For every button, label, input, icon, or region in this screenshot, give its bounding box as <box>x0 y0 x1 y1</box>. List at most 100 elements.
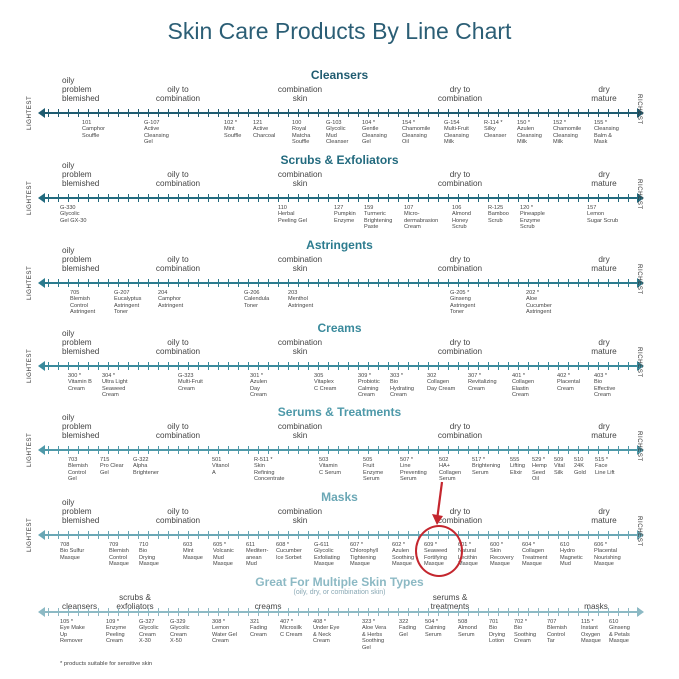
axis-tick <box>258 194 259 202</box>
axis-tick <box>528 446 529 454</box>
product-label: 152 * Chamomile Cleansing Milk <box>553 120 582 146</box>
axis-tick <box>48 279 49 287</box>
axis-tick <box>598 446 599 454</box>
axis-tick <box>508 608 509 616</box>
product-label: G-206 Calendula Toner <box>244 290 270 309</box>
axis-tick <box>318 279 319 287</box>
product-label: 305 Vitaplex C Cream <box>314 373 337 392</box>
axis-tick <box>628 608 629 616</box>
axis-tick <box>278 446 279 454</box>
axis-tick <box>98 362 99 370</box>
footnote: * products suitable for sensitive skin <box>60 661 153 667</box>
product-label: G-330 Glycolic Gel GX-30 <box>60 205 87 224</box>
axis-tick <box>448 446 449 454</box>
product-label: G-107 Active Cleansing Gel <box>144 120 169 146</box>
product-label: 307 * Revitalizing Cream <box>468 373 497 392</box>
axis-tick <box>198 446 199 454</box>
section-title-multi: Great For Multiple Skin Types <box>255 575 424 589</box>
product-label: 703 Blemish Control Gel <box>68 457 88 483</box>
axis-tick <box>468 194 469 202</box>
product-label: 323 * Aloe Vera & Herbs Soothing Gel <box>362 619 387 651</box>
axis-tick <box>198 531 199 539</box>
axis-tick <box>308 109 309 117</box>
axis-tick <box>268 531 269 539</box>
axis-tick <box>398 608 399 616</box>
axis-tick <box>378 109 379 117</box>
axis-tick <box>578 531 579 539</box>
axis-tick <box>368 446 369 454</box>
axis-tick <box>208 279 209 287</box>
axis-tick <box>158 279 159 287</box>
axis-tick <box>128 194 129 202</box>
axis-tick <box>418 109 419 117</box>
axis-tick <box>178 109 179 117</box>
axis-tick <box>468 279 469 287</box>
axis-tick <box>628 279 629 287</box>
axis-tick <box>508 362 509 370</box>
axis-tick <box>538 531 539 539</box>
axis-tick <box>88 608 89 616</box>
axis-tick <box>398 194 399 202</box>
axis-tick <box>488 109 489 117</box>
axis-tick <box>458 446 459 454</box>
axis-tick <box>568 362 569 370</box>
skin-type-label: dry mature <box>591 338 617 356</box>
axis-tick <box>108 362 109 370</box>
axis-tick <box>438 194 439 202</box>
product-label: 529 * Hemp Seed Oil <box>532 457 547 483</box>
product-label: 709 Blemish Control Masque <box>109 542 129 568</box>
axis-tick <box>498 362 499 370</box>
axis-tick <box>218 279 219 287</box>
product-label: 304 * Ultra Light Seaweed Cream <box>102 373 128 399</box>
axis-tick <box>348 194 349 202</box>
page-title: Skin Care Products By Line Chart <box>167 18 512 44</box>
axis-tick <box>518 608 519 616</box>
axis-tick <box>78 194 79 202</box>
axis-tick <box>628 109 629 117</box>
axis-tick <box>188 109 189 117</box>
axis-tick <box>518 279 519 287</box>
axis-tick <box>378 608 379 616</box>
skin-type-label: dry to combination <box>437 85 483 103</box>
axis-tick <box>138 608 139 616</box>
axis-tick <box>308 194 309 202</box>
axis-tick <box>578 446 579 454</box>
product-label: 610 Ginseng & Petals Masque <box>609 619 630 645</box>
axis-tick <box>108 531 109 539</box>
product-label: 505 Fruit Enzyme Serum <box>363 457 384 483</box>
axis-tick <box>458 279 459 287</box>
product-label: 504 * Calming Serum <box>425 619 446 638</box>
axis-tick <box>418 279 419 287</box>
product-label: 555 Lifting Elixir <box>510 457 525 476</box>
axis-tick <box>58 446 59 454</box>
axis-tick <box>378 531 379 539</box>
axis-tick <box>288 531 289 539</box>
skin-type-label: oily to combination <box>155 255 201 273</box>
axis-tick <box>288 608 289 616</box>
axis-tick <box>88 279 89 287</box>
richest-label: RICHEST <box>636 264 643 295</box>
axis-tick <box>468 531 469 539</box>
axis-tick <box>398 446 399 454</box>
skin-type-label: oily problem blemished <box>62 413 100 440</box>
axis-tick <box>478 531 479 539</box>
axis-tick <box>88 109 89 117</box>
axis-tick <box>528 279 529 287</box>
axis-tick <box>188 531 189 539</box>
axis-tick <box>358 531 359 539</box>
axis-tick <box>258 109 259 117</box>
axis-tick <box>298 446 299 454</box>
skin-type-label: combination skin <box>277 507 323 525</box>
axis-tick <box>188 446 189 454</box>
axis-tick <box>228 446 229 454</box>
axis-tick <box>488 608 489 616</box>
axis-tick <box>508 279 509 287</box>
axis-tick <box>88 194 89 202</box>
axis-tick <box>358 109 359 117</box>
axis-tick <box>568 279 569 287</box>
axis-tick <box>68 194 69 202</box>
highlight-circle <box>415 525 463 577</box>
lightest-label: LIGHTEST <box>26 348 33 383</box>
skin-type-label: dry to combination <box>437 338 483 356</box>
axis-tick <box>418 446 419 454</box>
